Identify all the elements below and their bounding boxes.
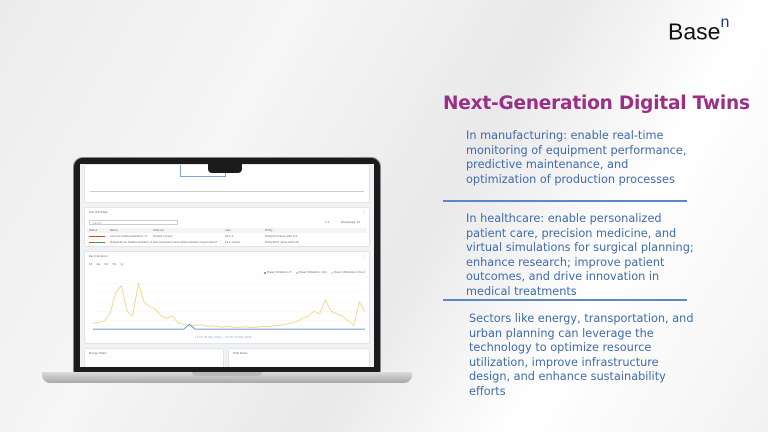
card-title: Total Power [233, 352, 248, 355]
divider [443, 200, 687, 202]
logo-superscript: n [720, 14, 730, 31]
rows-per-page[interactable]: Rows/page: 25 [341, 221, 361, 224]
series-line [93, 323, 365, 330]
row-name: Current, DataLocalization, IT [110, 234, 147, 238]
range-button[interactable]: 1m [104, 263, 109, 266]
legend-swatch [331, 271, 334, 274]
point-sectors: Sectors like energy, transportation, and… [469, 312, 694, 398]
col-name: Name [110, 229, 118, 232]
laptop-base [42, 372, 412, 383]
col-last: Last [225, 229, 231, 232]
basen-logo: Basen [668, 14, 729, 46]
search-input[interactable]: Search [89, 220, 178, 225]
point-manufacturing: In manufacturing: enable real-time monit… [466, 129, 687, 186]
range-button[interactable]: 3m [112, 263, 117, 266]
legend-label: Power Utilization Infra 2 [334, 271, 365, 274]
series-line [93, 283, 365, 329]
point-healthcare: In healthcare: enable personalized patie… [466, 212, 694, 298]
laptop-screen: List of Entities ⋮ Search 1-2 Rows/page:… [80, 164, 374, 367]
key-indicators-chart [93, 274, 365, 330]
legend-label: Power Utilization Infra [298, 271, 328, 274]
row-last: 20.2 A [225, 234, 234, 238]
slide-title: Next-Generation Digital Twins [443, 93, 750, 114]
row-channel: Rack temperature device DataLocalization… [153, 240, 218, 244]
pagination[interactable]: 1-2 [325, 221, 330, 224]
range-button[interactable]: 1d [89, 263, 93, 266]
indicators-card: Key Indicators ⋮ 1d 1w 1m 3m 1y Power Utiliz… [84, 251, 370, 344]
col-channel: Channel [153, 229, 164, 232]
col-entity: Entity [265, 229, 273, 232]
energy-totals-card: Energy Totals [84, 348, 224, 367]
laptop-groove [192, 372, 262, 376]
time-range: 11:59, 02 May 2022 — 11:59, 03 May 2022 [195, 336, 252, 339]
search-placeholder: Search [93, 221, 102, 225]
legend-item[interactable]: Power Utilization Infra [295, 271, 328, 274]
card-title: Energy Totals [89, 352, 107, 355]
row-entity: Entity2/full name with link [265, 240, 300, 244]
range-button[interactable]: 1y [120, 263, 124, 266]
indicators-title: Key Indicators [89, 255, 108, 258]
total-power-card: Total Power [228, 348, 370, 367]
more-icon[interactable]: ⋮ [362, 210, 366, 215]
row-name: Temperature, DataLocalization 3 [110, 240, 153, 244]
divider [443, 299, 687, 301]
range-button[interactable]: 1w [96, 263, 101, 266]
legend-swatch [263, 271, 266, 274]
legend-item[interactable]: Power Utilization IT [263, 271, 292, 274]
camera-notch [208, 164, 242, 173]
legend-item[interactable]: Power Utilization Infra 2 [331, 271, 365, 274]
entities-card: List of Entities ⋮ Search 1-2 Rows/page:… [84, 207, 370, 247]
col-status: Status [89, 229, 98, 232]
legend-swatch [295, 271, 298, 274]
more-icon[interactable]: ⋮ [362, 254, 366, 259]
row-last: 19.2 celsius [225, 240, 241, 244]
entities-title: List of Entities [89, 211, 108, 214]
logo-text: Base [668, 18, 721, 45]
legend-label: Power Utilization IT [266, 271, 292, 274]
row-channel: Output current [153, 234, 173, 238]
row-entity: Entity/full name with link [265, 234, 298, 238]
